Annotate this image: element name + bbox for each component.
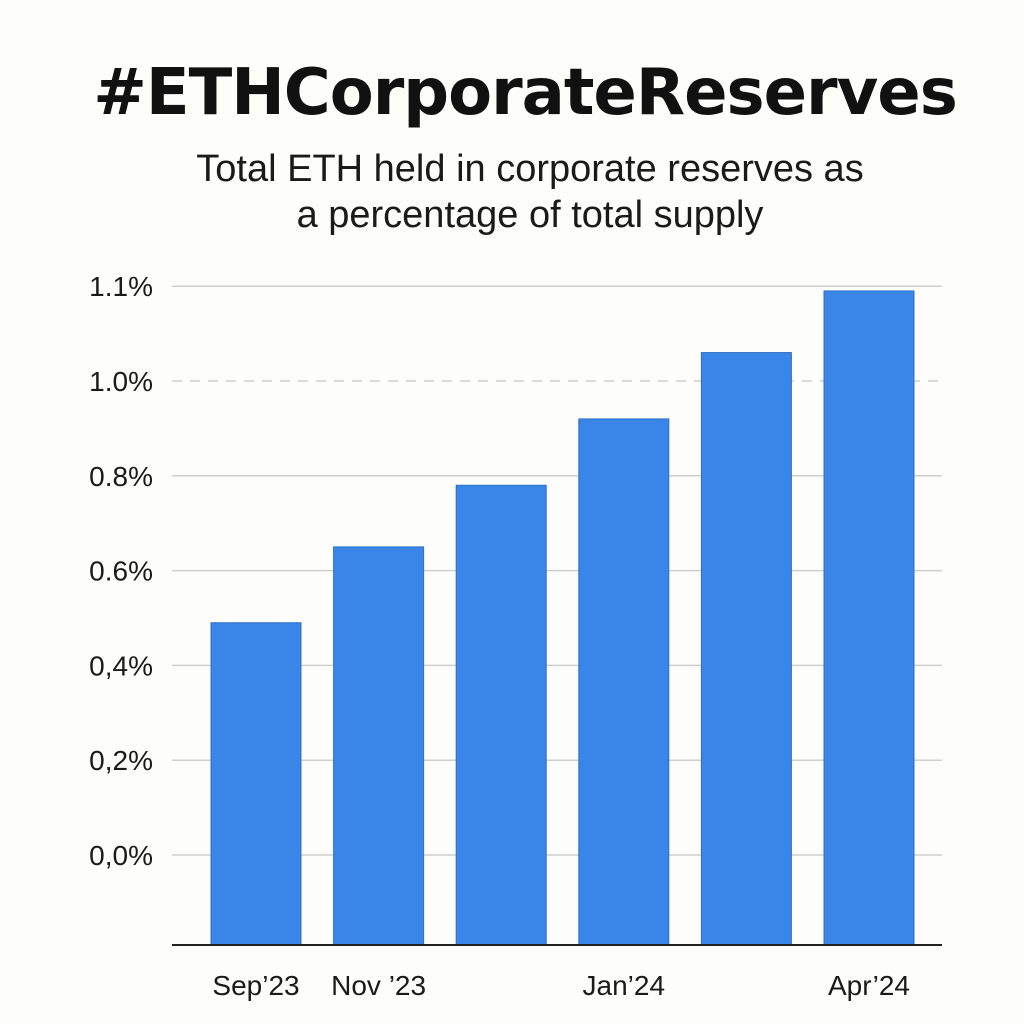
y-tick-label: 0,2%	[89, 745, 153, 776]
bar	[333, 546, 425, 946]
x-tick-label: Nov ’23	[331, 970, 426, 1001]
y-tick-label: 1.1%	[89, 271, 153, 302]
y-tick-label: 0.6%	[89, 556, 153, 587]
bar	[210, 622, 302, 946]
labels: 0,0% 0,2% 0,4% 0.6% 0.8% 1.0% 1.1% Sep’23 Nov ’2…	[89, 271, 910, 1001]
chart-title: #ETHCorporateReserves	[93, 56, 958, 130]
bar	[823, 290, 915, 946]
bars	[210, 290, 915, 946]
bar	[700, 352, 792, 946]
chart-subtitle: Total ETH held in corporate reserves as …	[0, 146, 1024, 238]
y-tick-label: 1.0%	[89, 366, 153, 397]
x-tick-label: Sep’23	[212, 970, 299, 1001]
x-tick-label: Jan’24	[583, 970, 666, 1001]
chart-subtitle-line-1: Total ETH held in corporate reserves as	[196, 148, 864, 190]
bar	[578, 418, 670, 946]
y-tick-label: 0,0%	[89, 840, 153, 871]
x-tick-label: Apr’24	[828, 970, 910, 1001]
y-tick-label: 0.8%	[89, 461, 153, 492]
chart-subtitle-line-2: a percentage of total supply	[296, 194, 764, 236]
bar	[455, 484, 547, 946]
y-tick-label: 0,4%	[89, 650, 153, 681]
